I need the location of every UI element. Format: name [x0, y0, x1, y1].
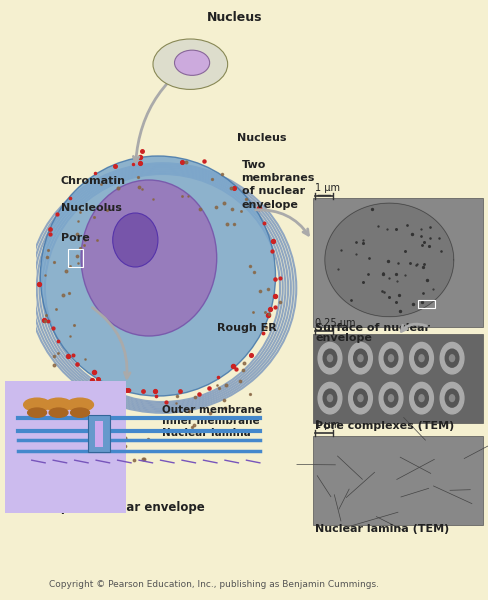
Circle shape: [415, 349, 428, 367]
Circle shape: [24, 398, 51, 412]
Circle shape: [348, 343, 372, 374]
Text: envelope: envelope: [242, 200, 299, 209]
Bar: [313, 198, 483, 327]
Text: Pore complexes (TEM): Pore complexes (TEM): [315, 421, 454, 431]
Text: some: some: [47, 403, 81, 413]
Text: complex: complex: [47, 446, 99, 456]
Circle shape: [419, 355, 424, 362]
Polygon shape: [325, 203, 454, 317]
Circle shape: [384, 349, 398, 367]
Text: Nuclear lamina (TEM): Nuclear lamina (TEM): [315, 524, 449, 533]
Bar: [418, 300, 435, 308]
Text: Nucleolus: Nucleolus: [61, 203, 122, 213]
Circle shape: [415, 389, 428, 407]
Ellipse shape: [81, 180, 217, 336]
Circle shape: [440, 343, 464, 374]
Circle shape: [45, 398, 72, 412]
Circle shape: [323, 349, 337, 367]
Circle shape: [358, 395, 363, 401]
Bar: [5, 381, 126, 513]
Circle shape: [348, 382, 372, 414]
Circle shape: [419, 395, 424, 401]
Circle shape: [71, 408, 89, 418]
Circle shape: [379, 343, 403, 374]
Text: Copyright © Pearson Education, Inc., publishing as Benjamin Cummings.: Copyright © Pearson Education, Inc., pub…: [49, 580, 380, 589]
Bar: [5, 381, 126, 513]
Bar: [313, 436, 483, 525]
Text: membranes: membranes: [242, 173, 315, 183]
Circle shape: [445, 389, 459, 407]
Text: Chromatin: Chromatin: [61, 176, 126, 186]
Bar: [88, 415, 110, 452]
Text: 1 μm: 1 μm: [315, 183, 340, 193]
Circle shape: [318, 382, 342, 414]
Text: Pore: Pore: [47, 434, 76, 444]
Text: Ribo-: Ribo-: [47, 391, 80, 401]
Circle shape: [388, 355, 393, 362]
Text: Nuclear lamina: Nuclear lamina: [163, 428, 251, 437]
Text: Close-up of nuclear envelope: Close-up of nuclear envelope: [12, 501, 204, 514]
Circle shape: [67, 398, 94, 412]
Text: Pore: Pore: [61, 233, 89, 243]
Bar: [95, 421, 103, 447]
Circle shape: [327, 395, 332, 401]
Circle shape: [445, 349, 459, 367]
Circle shape: [384, 389, 398, 407]
Circle shape: [318, 343, 342, 374]
Ellipse shape: [113, 213, 158, 267]
Circle shape: [409, 343, 433, 374]
Circle shape: [327, 355, 332, 362]
Circle shape: [49, 408, 68, 418]
Circle shape: [354, 349, 367, 367]
Text: envelope: envelope: [315, 333, 372, 343]
Ellipse shape: [175, 50, 210, 76]
Bar: [67, 249, 83, 267]
Circle shape: [379, 382, 403, 414]
Bar: [313, 334, 483, 423]
Text: Nucleus: Nucleus: [207, 11, 263, 24]
Circle shape: [449, 355, 455, 362]
Text: Nucleus: Nucleus: [237, 133, 286, 143]
Circle shape: [440, 382, 464, 414]
Ellipse shape: [41, 156, 276, 396]
Text: Two: Two: [242, 160, 266, 170]
Circle shape: [409, 382, 433, 414]
Text: 1 μm: 1 μm: [315, 421, 340, 430]
Circle shape: [388, 395, 393, 401]
Circle shape: [354, 389, 367, 407]
Circle shape: [323, 389, 337, 407]
Text: Outer membrane: Outer membrane: [163, 405, 263, 415]
Circle shape: [449, 395, 455, 401]
Text: Surface of nuclear: Surface of nuclear: [315, 323, 430, 333]
Circle shape: [358, 355, 363, 362]
Circle shape: [28, 408, 46, 418]
Text: Rough ER: Rough ER: [217, 323, 277, 333]
Ellipse shape: [153, 39, 227, 89]
Text: Inner membrane: Inner membrane: [163, 416, 260, 426]
Text: of nuclear: of nuclear: [242, 187, 305, 196]
Text: 0.25 μm: 0.25 μm: [315, 319, 356, 328]
